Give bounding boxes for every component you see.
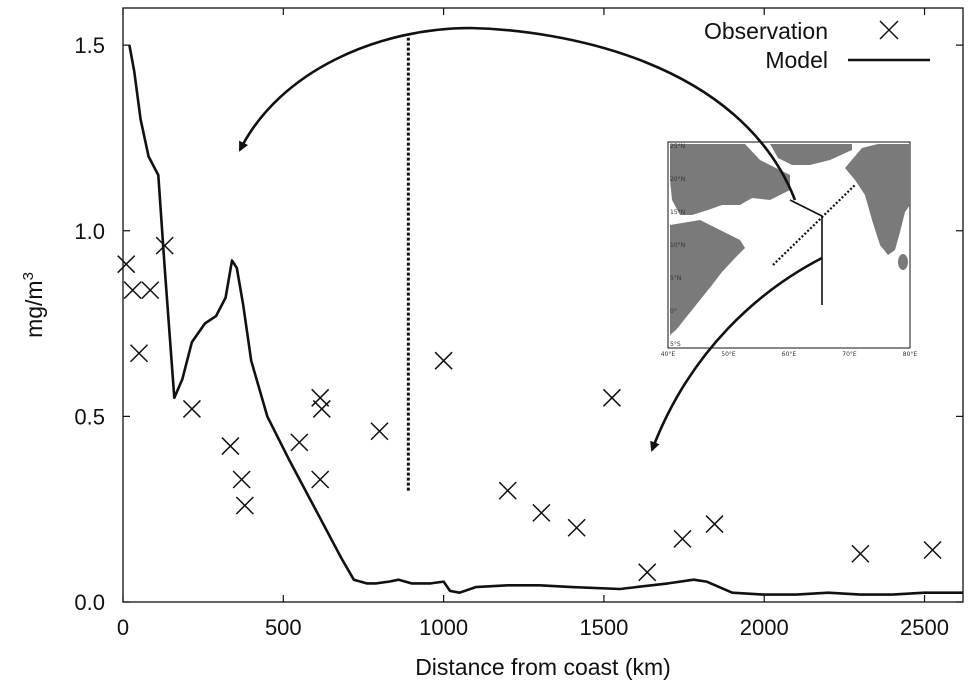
x-tick-label: 2500 bbox=[900, 615, 949, 640]
inset-lat-label: 10°N bbox=[670, 242, 685, 249]
y-tick-label: 1.0 bbox=[74, 219, 105, 244]
inset-land-srilanka bbox=[898, 254, 908, 270]
y-tick-label: 0.5 bbox=[74, 404, 105, 429]
inset-lat-label: 0° bbox=[670, 308, 677, 315]
x-tick-label: 500 bbox=[265, 615, 302, 640]
observation-point bbox=[638, 563, 657, 582]
observation-point bbox=[232, 470, 251, 489]
observation-point bbox=[705, 515, 724, 534]
observation-series bbox=[117, 236, 942, 582]
inset-land-iran bbox=[770, 144, 852, 165]
observation-point bbox=[532, 503, 551, 522]
y-axis-label-text: mg/m bbox=[21, 280, 47, 338]
inset-lon-label: 70°E bbox=[842, 351, 857, 358]
axis-ticks bbox=[122, 8, 963, 603]
observation-point bbox=[123, 281, 142, 300]
legend-model-label: Model bbox=[765, 47, 828, 73]
inset-lon-label: 60°E bbox=[782, 351, 797, 358]
x-axis-label: Distance from coast (km) bbox=[415, 654, 671, 680]
observation-point bbox=[182, 399, 201, 418]
observation-point bbox=[221, 437, 240, 456]
observation-point bbox=[498, 481, 517, 500]
observation-point bbox=[130, 344, 149, 363]
observation-point bbox=[235, 496, 254, 515]
inset-lat-label: 20°N bbox=[670, 176, 685, 183]
y-tick-label: 1.5 bbox=[74, 33, 105, 58]
observation-point bbox=[851, 544, 870, 563]
y-axis-label-superscript: 3 bbox=[20, 272, 37, 280]
y-axis-label: mg/m3 bbox=[20, 272, 47, 338]
inset-map: 40°E 50°E 60°E 70°E 80°E 25°N 20°N 15°N 10°N 5°N 0… bbox=[661, 141, 918, 358]
observation-point bbox=[141, 281, 160, 300]
observation-point bbox=[311, 388, 330, 407]
arrow-to-offshore-region bbox=[650, 256, 823, 452]
inset-dotted-transect bbox=[772, 184, 856, 266]
observation-point bbox=[370, 422, 389, 441]
legend-observation-label: Observation bbox=[704, 18, 828, 44]
observation-point bbox=[312, 399, 331, 418]
tick-labels: 0 500 1000 1500 2000 2500 0.0 0.5 1.0 1.5 bbox=[74, 33, 949, 640]
inset-lat-label: 15°N bbox=[670, 209, 685, 216]
observation-point bbox=[155, 236, 174, 255]
legend-observation-marker bbox=[879, 20, 899, 40]
inset-lon-label: 40°E bbox=[661, 351, 676, 358]
inset-land-india bbox=[845, 144, 910, 255]
x-tick-label: 2000 bbox=[740, 615, 789, 640]
y-tick-label: 0.0 bbox=[74, 590, 105, 615]
inset-lat-label: 5°N bbox=[670, 275, 681, 282]
observation-point bbox=[290, 433, 309, 452]
inset-lon-label: 50°E bbox=[721, 351, 736, 358]
x-tick-label: 1500 bbox=[579, 615, 628, 640]
observation-point bbox=[117, 255, 136, 274]
observation-point bbox=[602, 388, 621, 407]
inset-lon-label: 80°E bbox=[903, 351, 918, 358]
inset-land-arabia bbox=[670, 144, 790, 215]
observation-point bbox=[311, 470, 330, 489]
observation-point bbox=[567, 518, 586, 537]
x-tick-label: 1000 bbox=[419, 615, 468, 640]
arrow-to-model-region bbox=[238, 26, 797, 201]
inset-lat-label: 5°S bbox=[670, 341, 681, 348]
inset-lat-label: 25°N bbox=[670, 143, 685, 150]
legend: Observation Model bbox=[704, 18, 930, 73]
inset-land-africa bbox=[670, 220, 745, 335]
observation-point bbox=[673, 529, 692, 548]
observation-point bbox=[434, 351, 453, 370]
observation-point bbox=[923, 540, 942, 560]
x-tick-label: 0 bbox=[117, 615, 129, 640]
model-series-line bbox=[128, 44, 963, 596]
plot-frame bbox=[122, 7, 964, 603]
inset-tick-labels: 40°E 50°E 60°E 70°E 80°E 25°N 20°N 15°N 10°N 5°N 0… bbox=[661, 143, 918, 358]
